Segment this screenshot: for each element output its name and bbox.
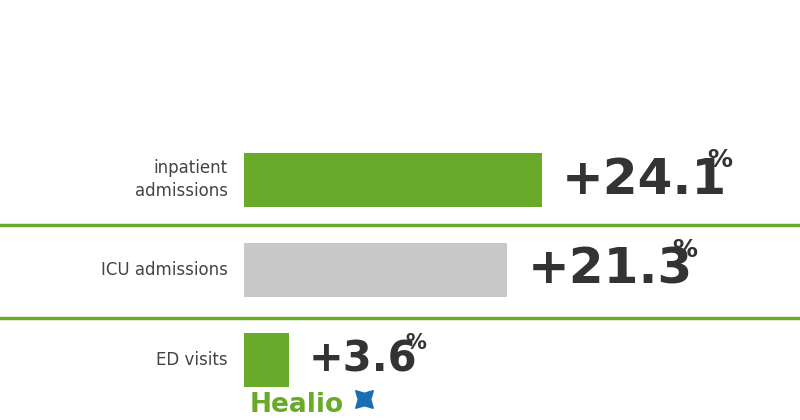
Text: inpatient
admissions: inpatient admissions — [135, 159, 228, 200]
Text: quarter of 2022-2023 averaged to the second quarter of 2024:: quarter of 2022-2023 averaged to the sec… — [44, 80, 756, 99]
Text: +3.6: +3.6 — [309, 339, 417, 381]
Bar — [244, 153, 542, 207]
Bar — [244, 243, 507, 297]
Text: %: % — [405, 333, 426, 353]
Text: %: % — [707, 148, 732, 172]
Text: Healio: Healio — [250, 392, 344, 418]
Text: +21.3: +21.3 — [527, 246, 693, 294]
Text: %: % — [672, 238, 698, 262]
Bar — [244, 333, 289, 387]
Text: ED visits: ED visits — [156, 351, 228, 369]
Text: +24.1: +24.1 — [562, 156, 727, 204]
Text: Rate changes in asthma-related encounters from the second: Rate changes in asthma-related encounter… — [54, 32, 746, 51]
Text: ICU admissions: ICU admissions — [101, 261, 228, 279]
